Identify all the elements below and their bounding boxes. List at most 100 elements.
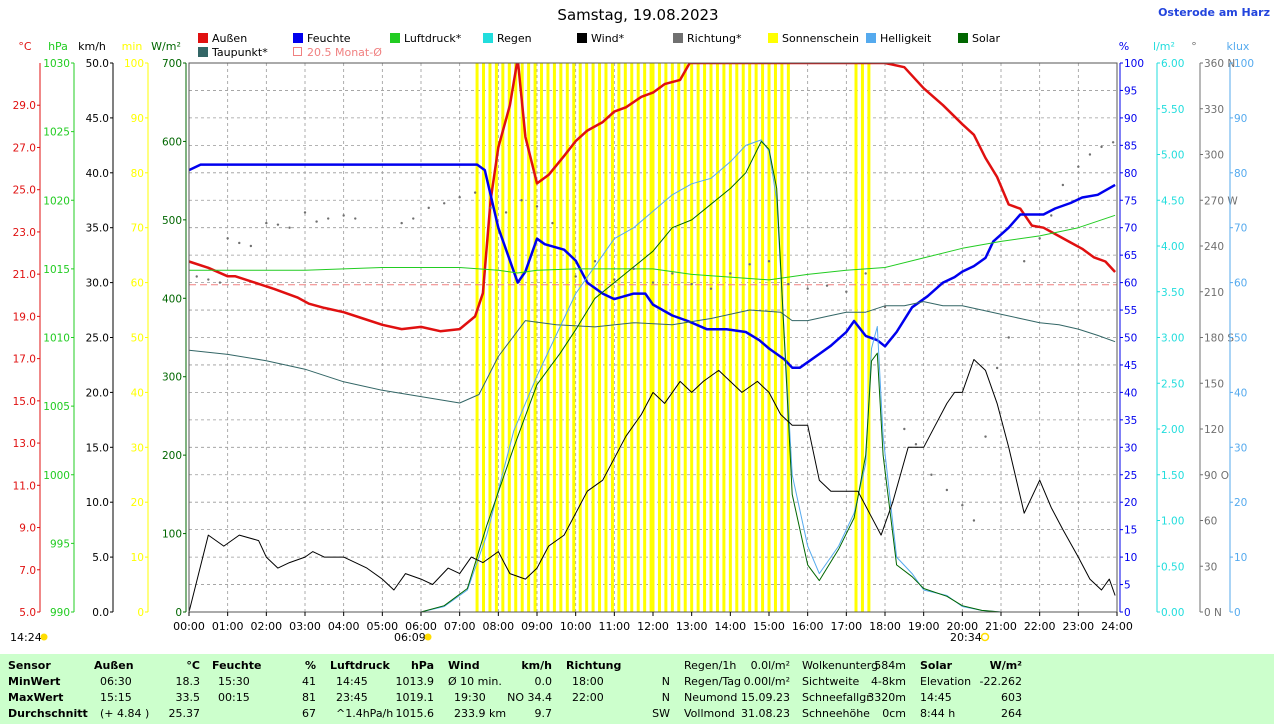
sunshine-bar [617,63,621,612]
axis-label-klux: 70 [1234,223,1247,235]
stats-solar-elev-label: Elevation [920,675,972,688]
sunshine-bar [715,63,719,612]
stats-feuchte-avg: 67 [302,707,316,720]
stats-aussen-avg: 25.37 [168,707,201,720]
x-tick-label: 00:00 [173,620,205,633]
chart-legend: Außen Feuchte Luftdruck* Regen Wind* Richtung… [198,32,1001,59]
axis-label-kmh: 45.0 [86,113,109,125]
axis-label-min: 90 [131,113,144,125]
sunshine-bar [651,63,655,612]
x-tick-label: 13:00 [676,620,708,633]
stats-wind-max: NO 34.4 [507,691,552,704]
x-tick-label: 19:00 [908,620,940,633]
stats-luftdruck-trend: ^1.4hPa/h [336,707,394,720]
axis-label-lm2: 4.00 [1161,241,1184,253]
direction-point [249,244,253,248]
sunshine-bar [598,63,602,612]
series-wind [189,359,1116,612]
stats-solar-head: Solar [920,659,953,672]
stats-feuchte-min-time: 15:30 [218,675,250,688]
axis-label-deg: 300 [1204,150,1224,162]
axis-unit-temp: °C [18,40,32,53]
sunshine-bar [610,63,614,612]
axis-label-min: 50 [131,333,144,345]
direction-point [551,221,554,225]
axis-label-min: 20 [131,497,144,509]
direction-point [412,217,415,220]
x-axis: 00:00 01:00 02:00 03:00 04:00 05:00 06:00 07:00… [173,612,1133,633]
direction-point [400,221,403,225]
sunshine-bar [657,63,661,612]
axis-label-hpa: 1005 [43,401,70,413]
sunshine-bar [696,63,700,612]
sunshine-bar [578,63,582,612]
sunshine-bar [703,63,707,612]
axis-label-pct: 90 [1124,113,1137,125]
sunshine-bar [604,63,608,612]
direction-point [265,221,268,225]
direction-point [709,287,713,290]
axis-label-kmh: 5.0 [92,552,109,564]
axis-label-klux: 80 [1234,168,1247,180]
day-hours-label: 14:24 [10,631,42,644]
sunshine-bar [773,63,777,612]
stats-luftdruck-max: 1019.1 [395,691,435,704]
axis-label-lm2: 2.50 [1161,378,1184,390]
axis-unit-lm2: l/m² [1153,40,1175,53]
axis-label-klux: 20 [1234,497,1247,509]
axis-label-min: 0 [137,607,144,619]
legend-swatch [673,33,683,43]
location-label[interactable]: Osterode am Harz [1158,6,1270,19]
direction-point [327,217,330,220]
sunshine-bar [636,63,640,612]
axis-label-kmh: 30.0 [86,278,109,290]
axis-unit-wm2: W/m² [151,40,181,53]
axis-label-lm2: 1.50 [1161,470,1184,482]
sunshine-bar [572,63,576,612]
axis-label-temp: 13.0 [13,438,36,450]
stats-wind-distance: 233.9 km [454,707,507,720]
series-richtung [195,141,1115,522]
stats-vollmond: 31.08.23 [741,707,790,720]
sunshine-bar [507,63,511,612]
direction-point [276,223,280,226]
axis-label-deg: 210 [1204,287,1224,299]
stats-feuchte-max-time: 00:15 [218,691,250,704]
axis-label-pct: 20 [1124,497,1137,509]
x-tick-label: 06:00 [405,620,437,633]
sunshine-bar [501,63,505,612]
stats-richtung-min-time: 18:00 [572,675,604,688]
stats-feuchte-head: Feuchte [212,659,262,672]
direction-point [1038,237,1041,240]
axis-label-temp: 7.0 [19,565,36,577]
axis-label-deg: 270 W [1204,195,1238,207]
axis-label-lm2: 5.00 [1161,150,1184,162]
stats-wind-max-time: 19:30 [454,691,486,704]
direction-point [443,202,446,205]
axis-label-lm2: 4.50 [1161,195,1184,207]
direction-point [632,267,635,271]
x-tick-label: 17:00 [830,620,862,633]
axis-label-lm2: 0.50 [1161,561,1184,573]
sunshine-bar [786,63,790,612]
axis-label-pct: 30 [1124,442,1137,454]
axis-label-pct: 45 [1124,360,1137,372]
stats-feuchte-min: 41 [302,675,316,688]
x-tick-label: 02:00 [250,620,282,633]
direction-point [574,275,577,278]
axis-label-temp: 23.0 [13,227,36,239]
axis-label-kmh: 25.0 [86,333,109,345]
stats-label-avg: Durchschnitt [8,707,88,720]
direction-point [995,366,999,370]
axis-label-hpa: 1025 [43,127,70,139]
direction-point [342,214,345,217]
stats-schneefall: 3320m [867,691,906,704]
direction-point [195,275,198,278]
series-auen [189,63,1117,333]
legend-swatch [866,33,876,43]
x-tick-label: 10:00 [560,620,592,633]
stats-label-min: MinWert [8,675,61,688]
sunset-label: 20:34 [950,631,982,644]
direction-point [458,196,461,199]
x-tick-label: 20:00 [946,620,978,633]
